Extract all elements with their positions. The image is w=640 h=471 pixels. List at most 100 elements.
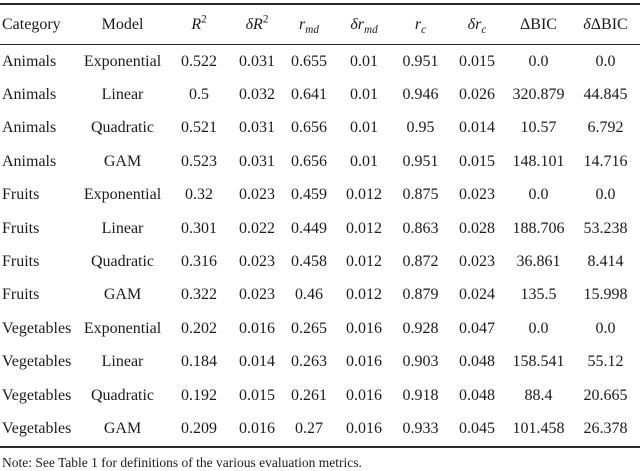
cell-delta-r-c: 0.023: [459, 186, 495, 204]
table-row: Animals Quadratic 0.521 0.031 0.656 0.01 0.95 0…: [0, 112, 640, 145]
table-row: Animals Linear 0.5 0.032 0.641 0.01 0.946 0.026…: [0, 78, 640, 111]
cell-delta-r-c: 0.045: [459, 419, 495, 437]
cell-delta-r2: 0.022: [239, 219, 275, 237]
cell-model: Exponential: [83, 186, 162, 204]
cell-delta-dbic: 26.378: [583, 419, 628, 437]
table-header: Category Model R2 δR2 rmd δrmd rc δrc ΔBIC δΔBIC: [0, 4, 640, 45]
cell-model: GAM: [103, 419, 142, 437]
cell-category: Animals: [2, 86, 57, 104]
cell-r-md: 0.265: [291, 319, 327, 337]
cell-delta-r-md: 0.01: [350, 52, 378, 70]
cell-delta-r-md: 0.016: [346, 353, 382, 371]
cell-r2: 0.322: [181, 286, 217, 304]
cell-r2: 0.316: [181, 253, 217, 271]
cell-r2: 0.522: [181, 52, 217, 70]
cell-delta-r-c: 0.026: [459, 86, 495, 104]
header-part: 2: [262, 13, 269, 26]
cell-r-md: 0.261: [291, 386, 327, 404]
header-part: δr: [350, 15, 364, 33]
cell-model: Linear: [101, 86, 144, 104]
header-part: R: [191, 15, 202, 33]
cell-delta-r2: 0.023: [239, 186, 275, 204]
cell-model: Quadratic: [90, 253, 155, 271]
cell-category: Fruits: [2, 286, 40, 304]
column-header-category: Category: [0, 4, 78, 45]
cell-r-c: 0.951: [402, 152, 439, 170]
cell-model: Linear: [101, 219, 144, 237]
cell-delta-r2: 0.031: [239, 52, 275, 70]
cell-r-c: 0.946: [402, 86, 439, 104]
cell-r-c: 0.875: [402, 186, 439, 204]
cell-r-c: 0.933: [402, 419, 439, 437]
table-row: Fruits Quadratic 0.316 0.023 0.458 0.012 0.872…: [0, 245, 640, 278]
cell-delta-dbic: 15.998: [583, 286, 628, 304]
header-part: Model: [101, 15, 144, 33]
evaluation-metrics-table: Category Model R2 δR2 rmd δrmd rc δrc ΔBIC δΔBIC …: [0, 3, 640, 448]
cell-delta-dbic: 8.414: [587, 253, 624, 271]
cell-model: GAM: [103, 152, 142, 170]
cell-category: Vegetables: [2, 353, 72, 371]
column-header-delta-dbic: δΔBIC: [571, 4, 640, 45]
cell-delta-r-md: 0.012: [346, 186, 382, 204]
cell-delta-r-c: 0.014: [459, 119, 495, 137]
header-part: md: [363, 23, 378, 36]
cell-model: Exponential: [83, 319, 162, 337]
cell-r2: 0.301: [181, 219, 217, 237]
cell-delta-r-md: 0.012: [346, 286, 382, 304]
table-row: Vegetables Quadratic 0.192 0.015 0.261 0.016 0…: [0, 379, 640, 412]
header-part: 2: [201, 13, 207, 26]
header-part: δr: [467, 15, 482, 33]
cell-r-c: 0.879: [402, 286, 439, 304]
column-header-r-c: rc: [393, 4, 448, 45]
cell-model: Linear: [101, 353, 144, 371]
cell-r2: 0.523: [181, 152, 217, 170]
table-row: Vegetables GAM 0.209 0.016 0.27 0.016 0.933 0.0…: [0, 412, 640, 446]
cell-r-md: 0.641: [291, 86, 327, 104]
cell-delta-dbic: 6.792: [587, 119, 624, 137]
header-part: δR: [245, 15, 263, 33]
cell-dbic: 135.5: [520, 286, 557, 304]
paper-page: Category Model R2 δR2 rmd δrmd rc δrc ΔBIC δΔBIC …: [0, 3, 640, 470]
cell-delta-dbic: 0.0: [595, 319, 616, 337]
cell-delta-r-md: 0.012: [346, 219, 382, 237]
cell-delta-r-md: 0.01: [350, 152, 378, 170]
column-header-delta-r-c: δrc: [448, 4, 506, 45]
cell-r2: 0.192: [181, 386, 217, 404]
cell-category: Fruits: [2, 219, 40, 237]
cell-dbic: 0.0: [528, 319, 549, 337]
table-row: Fruits GAM 0.322 0.023 0.46 0.012 0.879 0.024 13…: [0, 279, 640, 312]
cell-r-md: 0.458: [291, 253, 327, 271]
cell-delta-r2: 0.016: [239, 419, 275, 437]
cell-delta-r-c: 0.048: [459, 353, 495, 371]
cell-delta-r-c: 0.024: [459, 286, 495, 304]
cell-category: Vegetables: [2, 319, 72, 337]
cell-delta-dbic: 55.12: [587, 353, 624, 371]
cell-delta-r2: 0.023: [239, 253, 275, 271]
cell-dbic: 101.458: [512, 419, 565, 437]
cell-r-c: 0.95: [406, 119, 435, 137]
table-body: Animals Exponential 0.522 0.031 0.655 0.01 0.9…: [0, 45, 640, 447]
cell-delta-r2: 0.023: [239, 286, 275, 304]
column-header-r2: R2: [167, 4, 231, 45]
cell-category: Vegetables: [2, 386, 72, 404]
column-header-r-md: rmd: [283, 4, 335, 45]
cell-delta-r-md: 0.01: [350, 86, 378, 104]
cell-category: Animals: [2, 52, 57, 70]
table-row: Fruits Exponential 0.32 0.023 0.459 0.012 0.87…: [0, 179, 640, 212]
cell-r-md: 0.27: [295, 419, 323, 437]
cell-r-md: 0.656: [291, 119, 327, 137]
cell-r-c: 0.903: [402, 353, 439, 371]
table-row: Vegetables Linear 0.184 0.014 0.263 0.016 0.90…: [0, 346, 640, 379]
cell-delta-r2: 0.032: [239, 86, 275, 104]
cell-delta-r-c: 0.023: [459, 253, 495, 271]
cell-delta-dbic: 0.0: [595, 52, 616, 70]
header-part: c: [421, 23, 427, 36]
table-row: Animals Exponential 0.522 0.031 0.655 0.01 0.9…: [0, 45, 640, 79]
table-header-row: Category Model R2 δR2 rmd δrmd rc δrc ΔBIC δΔBIC: [0, 4, 640, 45]
cell-model: GAM: [103, 286, 142, 304]
cell-r2: 0.5: [189, 86, 209, 104]
cell-model: Quadratic: [90, 119, 155, 137]
column-header-dbic: ΔBIC: [506, 4, 571, 45]
table-footnote: Note: See Table 1 for definitions of the…: [2, 454, 362, 470]
cell-delta-r-c: 0.015: [459, 152, 495, 170]
